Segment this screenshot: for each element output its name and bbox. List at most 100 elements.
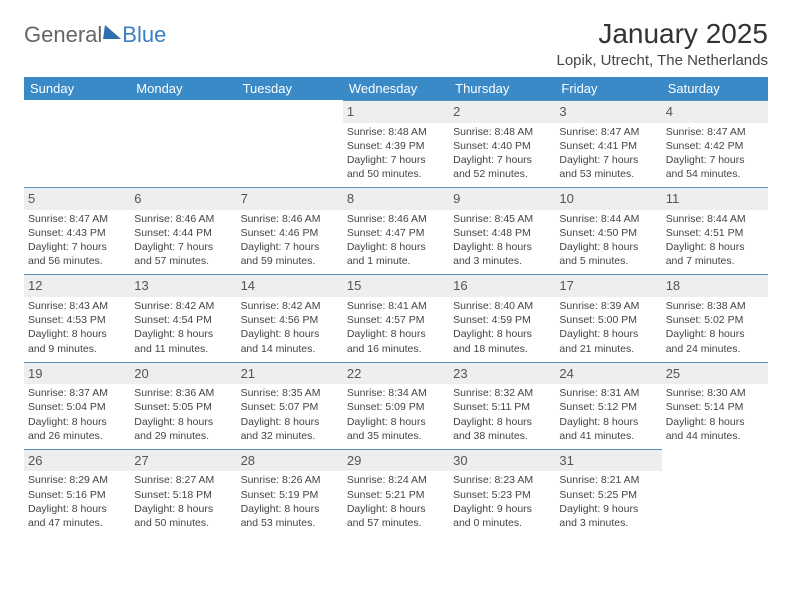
day-number: 5 (24, 187, 130, 210)
calendar-day-cell: 23Sunrise: 8:32 AMSunset: 5:11 PMDayligh… (449, 362, 555, 449)
day-info-line: Sunset: 4:44 PM (134, 226, 232, 240)
day-number: 6 (130, 187, 236, 210)
calendar-body: ...1Sunrise: 8:48 AMSunset: 4:39 PMDayli… (24, 100, 768, 536)
day-info-line: Sunrise: 8:44 AM (666, 212, 764, 226)
day-info-line: and 57 minutes. (347, 516, 445, 530)
day-info-line: Sunrise: 8:35 AM (241, 386, 339, 400)
day-info-line: and 1 minute. (347, 254, 445, 268)
day-info-line: Sunset: 5:07 PM (241, 400, 339, 414)
day-number: 7 (237, 187, 343, 210)
weekday-header: Sunday (24, 77, 130, 100)
day-info-line: Daylight: 7 hours (666, 153, 764, 167)
day-number: 22 (343, 362, 449, 385)
calendar-day-cell: 1Sunrise: 8:48 AMSunset: 4:39 PMDaylight… (343, 100, 449, 187)
day-info-line: Sunrise: 8:43 AM (28, 299, 126, 313)
day-info-line: Daylight: 7 hours (241, 240, 339, 254)
calendar-day-cell: 2Sunrise: 8:48 AMSunset: 4:40 PMDaylight… (449, 100, 555, 187)
day-info-line: Sunrise: 8:42 AM (134, 299, 232, 313)
day-info-line: Daylight: 8 hours (241, 502, 339, 516)
weekday-header: Saturday (662, 77, 768, 100)
day-number: 26 (24, 449, 130, 472)
day-info-line: Sunset: 5:11 PM (453, 400, 551, 414)
day-info-line: Sunset: 4:43 PM (28, 226, 126, 240)
day-number: 21 (237, 362, 343, 385)
day-info-line: and 57 minutes. (134, 254, 232, 268)
day-number: 9 (449, 187, 555, 210)
day-number: 31 (555, 449, 661, 472)
calendar-day-cell: 27Sunrise: 8:27 AMSunset: 5:18 PMDayligh… (130, 449, 236, 536)
calendar-day-cell: 21Sunrise: 8:35 AMSunset: 5:07 PMDayligh… (237, 362, 343, 449)
day-info-line: and 50 minutes. (134, 516, 232, 530)
day-number: 19 (24, 362, 130, 385)
calendar-day-cell: 18Sunrise: 8:38 AMSunset: 5:02 PMDayligh… (662, 274, 768, 361)
calendar-day-cell: 19Sunrise: 8:37 AMSunset: 5:04 PMDayligh… (24, 362, 130, 449)
day-info-line: Daylight: 8 hours (347, 327, 445, 341)
day-info-line: Sunrise: 8:21 AM (559, 473, 657, 487)
day-info-line: Daylight: 8 hours (241, 415, 339, 429)
day-info-line: Sunset: 5:00 PM (559, 313, 657, 327)
day-info-line: Daylight: 8 hours (559, 415, 657, 429)
calendar-page: General Blue January 2025 Lopik, Utrecht… (0, 0, 792, 536)
calendar-table: Sunday Monday Tuesday Wednesday Thursday… (24, 77, 768, 536)
calendar-day-cell: 13Sunrise: 8:42 AMSunset: 4:54 PMDayligh… (130, 274, 236, 361)
day-info-line: Daylight: 8 hours (453, 327, 551, 341)
weekday-header: Tuesday (237, 77, 343, 100)
day-number: 18 (662, 274, 768, 297)
day-info-line: Sunset: 4:42 PM (666, 139, 764, 153)
day-info-line: Sunrise: 8:48 AM (453, 125, 551, 139)
calendar-day-cell: 11Sunrise: 8:44 AMSunset: 4:51 PMDayligh… (662, 187, 768, 274)
day-info-line: Sunrise: 8:23 AM (453, 473, 551, 487)
day-number: 29 (343, 449, 449, 472)
day-info-line: Daylight: 7 hours (453, 153, 551, 167)
day-info-line: and 52 minutes. (453, 167, 551, 181)
day-info-line: Sunset: 4:56 PM (241, 313, 339, 327)
day-info-line: and 5 minutes. (559, 254, 657, 268)
day-info-line: Sunset: 4:53 PM (28, 313, 126, 327)
day-info-line: Daylight: 8 hours (453, 415, 551, 429)
day-info-line: Daylight: 8 hours (134, 415, 232, 429)
day-info-line: Daylight: 8 hours (666, 327, 764, 341)
day-number: 8 (343, 187, 449, 210)
day-info-line: and 24 minutes. (666, 342, 764, 356)
day-info-line: Daylight: 8 hours (347, 415, 445, 429)
calendar-day-cell: . (662, 449, 768, 536)
day-info-line: and 54 minutes. (666, 167, 764, 181)
calendar-week-row: 5Sunrise: 8:47 AMSunset: 4:43 PMDaylight… (24, 187, 768, 274)
weekday-header: Thursday (449, 77, 555, 100)
day-info-line: and 21 minutes. (559, 342, 657, 356)
day-number: 3 (555, 100, 661, 123)
day-info-line: Sunrise: 8:41 AM (347, 299, 445, 313)
day-number: 2 (449, 100, 555, 123)
weekday-header: Monday (130, 77, 236, 100)
day-info-line: Daylight: 8 hours (666, 415, 764, 429)
day-info-line: and 18 minutes. (453, 342, 551, 356)
day-info-line: Daylight: 7 hours (134, 240, 232, 254)
calendar-day-cell: 7Sunrise: 8:46 AMSunset: 4:46 PMDaylight… (237, 187, 343, 274)
day-number: 20 (130, 362, 236, 385)
day-info-line: Sunset: 4:47 PM (347, 226, 445, 240)
day-info-line: Sunrise: 8:47 AM (666, 125, 764, 139)
day-number: 27 (130, 449, 236, 472)
day-number: 10 (555, 187, 661, 210)
day-info-line: Daylight: 7 hours (347, 153, 445, 167)
day-info-line: Daylight: 8 hours (453, 240, 551, 254)
day-info-line: and 7 minutes. (666, 254, 764, 268)
day-info-line: Sunrise: 8:44 AM (559, 212, 657, 226)
day-number: 30 (449, 449, 555, 472)
calendar-day-cell: 15Sunrise: 8:41 AMSunset: 4:57 PMDayligh… (343, 274, 449, 361)
calendar-day-cell: . (237, 100, 343, 187)
day-info-line: Sunrise: 8:42 AM (241, 299, 339, 313)
day-info-line: Sunset: 4:46 PM (241, 226, 339, 240)
day-info-line: and 9 minutes. (28, 342, 126, 356)
weekday-header: Friday (555, 77, 661, 100)
day-info-line: Sunrise: 8:30 AM (666, 386, 764, 400)
calendar-week-row: ...1Sunrise: 8:48 AMSunset: 4:39 PMDayli… (24, 100, 768, 187)
calendar-day-cell: 26Sunrise: 8:29 AMSunset: 5:16 PMDayligh… (24, 449, 130, 536)
day-info-line: Sunset: 5:09 PM (347, 400, 445, 414)
day-info-line: Sunrise: 8:32 AM (453, 386, 551, 400)
day-info-line: Daylight: 8 hours (347, 240, 445, 254)
day-info-line: and 50 minutes. (347, 167, 445, 181)
title-block: January 2025 Lopik, Utrecht, The Netherl… (556, 18, 768, 69)
day-info-line: Sunrise: 8:38 AM (666, 299, 764, 313)
day-number: 11 (662, 187, 768, 210)
